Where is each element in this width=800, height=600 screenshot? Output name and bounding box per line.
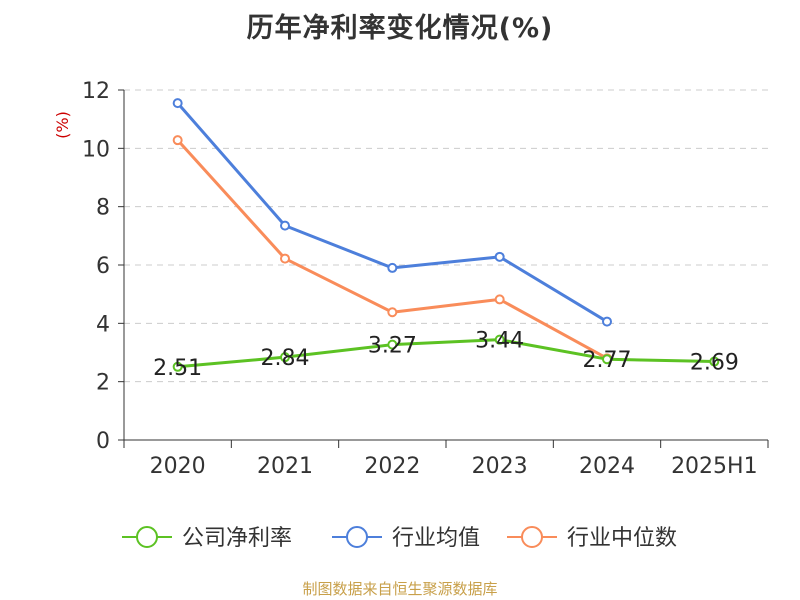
y-tick-label: 8 [96,196,110,221]
x-tick-label: 2024 [579,454,635,479]
data-point [387,307,398,318]
x-tick-label: 2022 [364,454,420,479]
data-point [494,294,505,305]
x-tick-label: 2025H1 [671,454,758,479]
series-line [177,338,715,369]
data-point [387,339,398,350]
data-labels: 2.51 2.84 3.27 3.44 2.77 2.69 [153,329,739,381]
series-lines [172,98,720,372]
axes: 0 2 4 6 8 10 12 2020 2021 2022 2023 2024 2025H1 (%) [53,79,769,479]
data-point [280,352,290,363]
data-label: 3.27 [368,334,417,359]
data-point [602,354,612,365]
data-point [602,316,612,327]
data-label: 2.51 [153,356,202,381]
data-label: 2.69 [690,351,739,376]
data-point [387,262,398,273]
data-point [494,251,505,262]
data-point [172,361,183,372]
data-point [709,356,720,367]
y-tick-label: 4 [96,312,110,337]
y-tick-label: 10 [82,137,110,162]
data-point [280,253,290,264]
x-tick-label: 2021 [257,454,313,479]
legend-label: 行业均值 [392,526,480,551]
y-tick-label: 2 [96,371,110,396]
legend-marker [136,526,158,548]
legend-marker [521,526,543,548]
x-tick-label: 2020 [150,454,206,479]
legend-label: 公司净利率 [182,526,292,551]
source-note: 制图数据来自恒生聚源数据库 [302,580,498,598]
y-tick-label: 0 [96,429,110,454]
data-label: 2.77 [583,348,632,373]
data-point [280,220,290,231]
legend-marker [346,526,368,548]
series-line [176,139,608,360]
y-axis-label: (%) [53,111,72,139]
data-point [172,98,183,109]
data-label: 2.84 [261,346,310,371]
chart-title: 历年净利率变化情况(%) [246,13,554,44]
data-point [172,135,183,146]
legend: 公司净利率 行业均值 行业中位数 [122,526,677,551]
data-point [494,334,505,345]
legend-label: 行业中位数 [567,526,677,551]
grid-lines [124,89,768,383]
x-tick-label: 2023 [472,454,528,479]
y-tick-label: 6 [96,254,110,279]
data-label: 3.44 [475,329,524,354]
y-tick-label: 12 [82,79,110,104]
